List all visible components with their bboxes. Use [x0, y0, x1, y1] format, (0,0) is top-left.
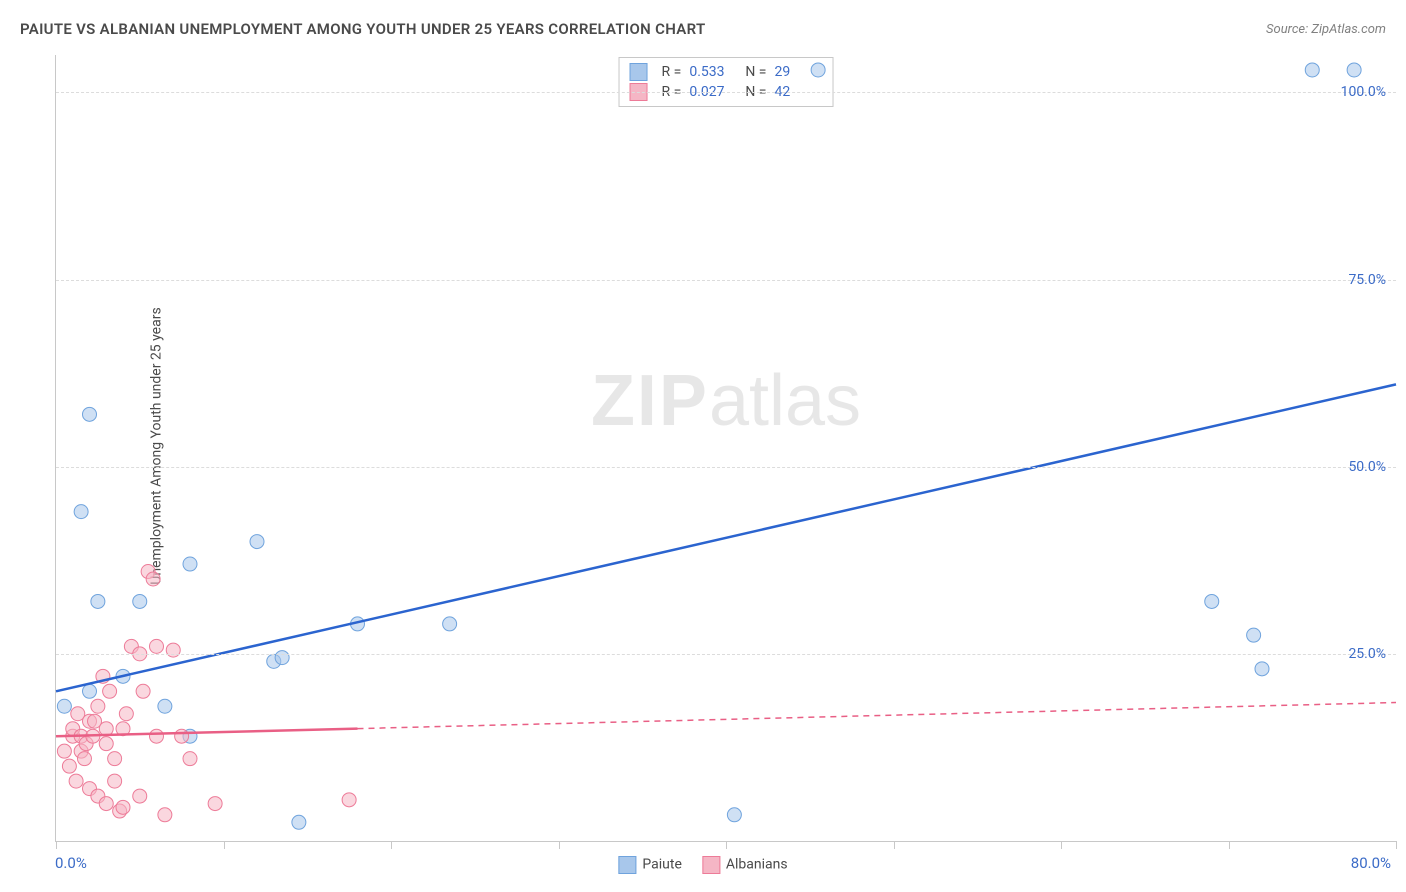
- x-tick: [56, 841, 57, 849]
- scatter-point: [136, 684, 150, 698]
- scatter-point: [175, 729, 189, 743]
- scatter-point: [1255, 662, 1269, 676]
- scatter-point: [108, 774, 122, 788]
- scatter-point: [133, 594, 147, 608]
- scatter-point: [158, 808, 172, 822]
- legend-item-albanians: Albanians: [702, 856, 788, 874]
- x-tick: [1061, 841, 1062, 849]
- scatter-point: [183, 752, 197, 766]
- scatter-point: [57, 699, 71, 713]
- scatter-point: [342, 793, 356, 807]
- scatter-svg: [56, 55, 1396, 841]
- legend-item-paiute: Paiute: [618, 856, 682, 874]
- x-axis-max-label: 80.0%: [1351, 854, 1391, 872]
- scatter-point: [62, 759, 76, 773]
- scatter-point: [1247, 628, 1261, 642]
- y-tick-label: 25.0%: [1348, 646, 1386, 662]
- scatter-point: [83, 407, 97, 421]
- scatter-point: [443, 617, 457, 631]
- x-tick: [559, 841, 560, 849]
- scatter-point: [727, 808, 741, 822]
- chart-plot-area: ZIPatlas R = 0.533 N = 29 R = 0.027 N = …: [55, 55, 1396, 842]
- scatter-point: [116, 800, 130, 814]
- x-tick: [894, 841, 895, 849]
- scatter-point: [91, 699, 105, 713]
- scatter-point: [133, 789, 147, 803]
- scatter-point: [83, 684, 97, 698]
- scatter-point: [146, 572, 160, 586]
- regression-line-dashed: [358, 703, 1397, 729]
- gridline: [56, 467, 1396, 468]
- scatter-point: [208, 797, 222, 811]
- x-tick: [1396, 841, 1397, 849]
- y-tick-label: 50.0%: [1348, 459, 1386, 475]
- scatter-point: [158, 699, 172, 713]
- scatter-point: [99, 737, 113, 751]
- scatter-point: [103, 684, 117, 698]
- x-tick: [391, 841, 392, 849]
- scatter-point: [57, 744, 71, 758]
- legend-swatch-albanians: [702, 856, 720, 874]
- scatter-point: [150, 639, 164, 653]
- scatter-point: [166, 643, 180, 657]
- source-attribution: Source: ZipAtlas.com: [1266, 22, 1386, 37]
- scatter-point: [292, 815, 306, 829]
- scatter-point: [1305, 63, 1319, 77]
- scatter-point: [74, 505, 88, 519]
- gridline: [56, 92, 1396, 93]
- x-tick: [726, 841, 727, 849]
- series-legend: Paiute Albanians: [618, 856, 787, 874]
- scatter-point: [99, 797, 113, 811]
- scatter-point: [275, 651, 289, 665]
- scatter-point: [250, 535, 264, 549]
- y-tick-label: 75.0%: [1348, 272, 1386, 288]
- gridline: [56, 654, 1396, 655]
- legend-swatch-paiute: [618, 856, 636, 874]
- scatter-point: [1205, 594, 1219, 608]
- scatter-point: [108, 752, 122, 766]
- scatter-point: [91, 594, 105, 608]
- scatter-point: [811, 63, 825, 77]
- scatter-point: [77, 752, 91, 766]
- scatter-point: [119, 707, 133, 721]
- x-tick: [224, 841, 225, 849]
- x-axis-min-label: 0.0%: [55, 854, 87, 872]
- x-tick: [1229, 841, 1230, 849]
- scatter-point: [183, 557, 197, 571]
- scatter-point: [1347, 63, 1361, 77]
- gridline: [56, 280, 1396, 281]
- chart-title: PAIUTE VS ALBANIAN UNEMPLOYMENT AMONG YO…: [20, 20, 705, 38]
- scatter-point: [150, 729, 164, 743]
- scatter-point: [69, 774, 83, 788]
- y-tick-label: 100.0%: [1341, 84, 1386, 100]
